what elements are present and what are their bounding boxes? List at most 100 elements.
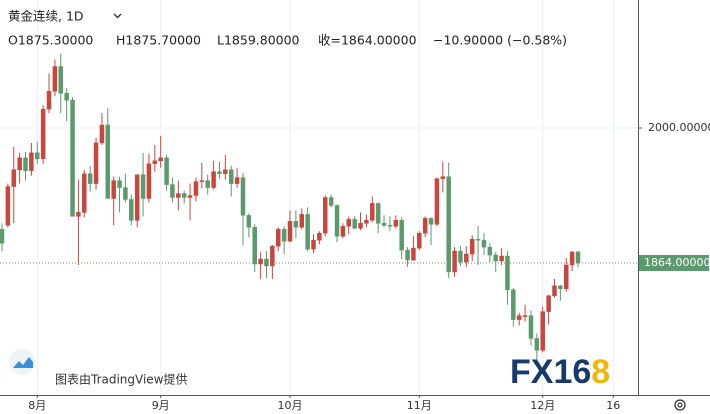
candle-body — [422, 218, 428, 234]
candle-body — [281, 229, 287, 242]
candle-body — [511, 289, 516, 320]
last-price-label: 1864.00000 — [644, 256, 710, 269]
candle-body — [434, 178, 440, 225]
settings-icon[interactable] — [674, 399, 686, 411]
candle-body — [558, 285, 563, 290]
candle-body — [452, 250, 457, 273]
x-tick-label: 10月 — [278, 399, 303, 412]
candle-body — [70, 99, 75, 217]
candle-body — [134, 174, 140, 221]
candle-body — [428, 218, 434, 225]
candle-body — [105, 124, 111, 199]
last-price-box — [639, 255, 709, 272]
candle-body — [170, 184, 175, 198]
x-tick-label: 9月 — [152, 399, 170, 412]
candle-body — [563, 264, 569, 290]
candle-body — [246, 215, 252, 228]
candle-body — [176, 193, 181, 198]
candle-body — [181, 193, 187, 198]
candle-body — [546, 295, 551, 312]
candle-body — [375, 203, 381, 224]
candle-body — [217, 171, 222, 174]
ohlc-open: O1875.30000 — [8, 33, 93, 48]
tradingview-logo[interactable] — [9, 349, 35, 375]
candle-body — [540, 311, 545, 351]
candle-body — [493, 254, 498, 262]
symbol[interactable]: 黄金连续, 1D — [8, 9, 84, 24]
candle-body — [323, 197, 328, 234]
x-tick-label: 11月 — [407, 399, 432, 412]
candle-body — [311, 239, 316, 250]
candle-body — [287, 221, 293, 242]
candle-body — [275, 229, 281, 247]
candle-body — [193, 181, 199, 196]
brand-accent: 8 — [591, 353, 610, 391]
candle-body — [58, 66, 64, 94]
candle-body — [82, 173, 87, 213]
candle-body — [129, 199, 134, 221]
candle-body — [458, 250, 463, 263]
candle-body — [516, 315, 522, 320]
candle-body — [522, 315, 528, 317]
candle-body — [399, 220, 404, 251]
candle-body — [464, 253, 469, 263]
candle-body — [552, 285, 557, 297]
candle-body — [270, 245, 275, 267]
candle-body — [381, 223, 387, 226]
candle-body — [146, 163, 152, 199]
candle-body — [87, 173, 93, 184]
candle-body — [5, 186, 11, 226]
candle-body — [440, 176, 446, 179]
candle-body — [117, 180, 122, 188]
logo-circle — [9, 349, 35, 375]
ohlc-low: L1859.80000 — [217, 33, 300, 48]
gear-ring — [674, 399, 686, 411]
candle-body — [505, 255, 510, 291]
logo-mark — [13, 357, 33, 368]
candle-body — [11, 169, 17, 187]
candle-body — [411, 247, 416, 261]
candle-body — [152, 160, 158, 165]
candle-body — [364, 220, 369, 224]
candle-body — [211, 171, 216, 188]
y-tick-label: 2000.00000 — [648, 121, 710, 134]
candle-body — [393, 220, 399, 227]
candle-body — [446, 176, 451, 273]
watermark: 图表由TradingView提供 — [55, 372, 188, 387]
candle-body — [35, 152, 40, 160]
candle-body — [228, 169, 234, 184]
candle-body — [29, 152, 34, 171]
candle-body — [528, 315, 534, 339]
x-tick-label: 8月 — [28, 399, 46, 412]
x-tick-label: 12月 — [530, 399, 555, 412]
candle-body — [205, 180, 210, 188]
candle-body — [40, 108, 46, 160]
candle-body — [499, 255, 504, 262]
candle-body — [187, 195, 193, 198]
dropdown-icon[interactable] — [113, 13, 122, 19]
candle-body — [328, 197, 334, 206]
candle-body — [481, 239, 487, 248]
candle-body — [469, 238, 475, 255]
candle-body — [352, 219, 357, 229]
candle-body — [475, 238, 481, 241]
candle-body — [111, 180, 116, 199]
candle-body — [52, 66, 58, 92]
candle-body — [76, 212, 81, 217]
candle-body — [23, 157, 28, 171]
gear-center — [677, 402, 683, 408]
candle-body — [299, 214, 305, 228]
candle-body — [305, 214, 310, 250]
candle-body — [234, 177, 240, 184]
candle-body — [140, 174, 146, 199]
candle-body — [575, 251, 581, 264]
candle-body — [164, 157, 169, 185]
candle-body — [346, 219, 352, 227]
ohlc-high: H1875.70000 — [116, 33, 201, 48]
candle-body — [158, 157, 163, 162]
candle-body — [258, 258, 263, 265]
ohlc-close: 收=1864.00000 — [318, 33, 417, 48]
candle-body — [370, 203, 375, 221]
